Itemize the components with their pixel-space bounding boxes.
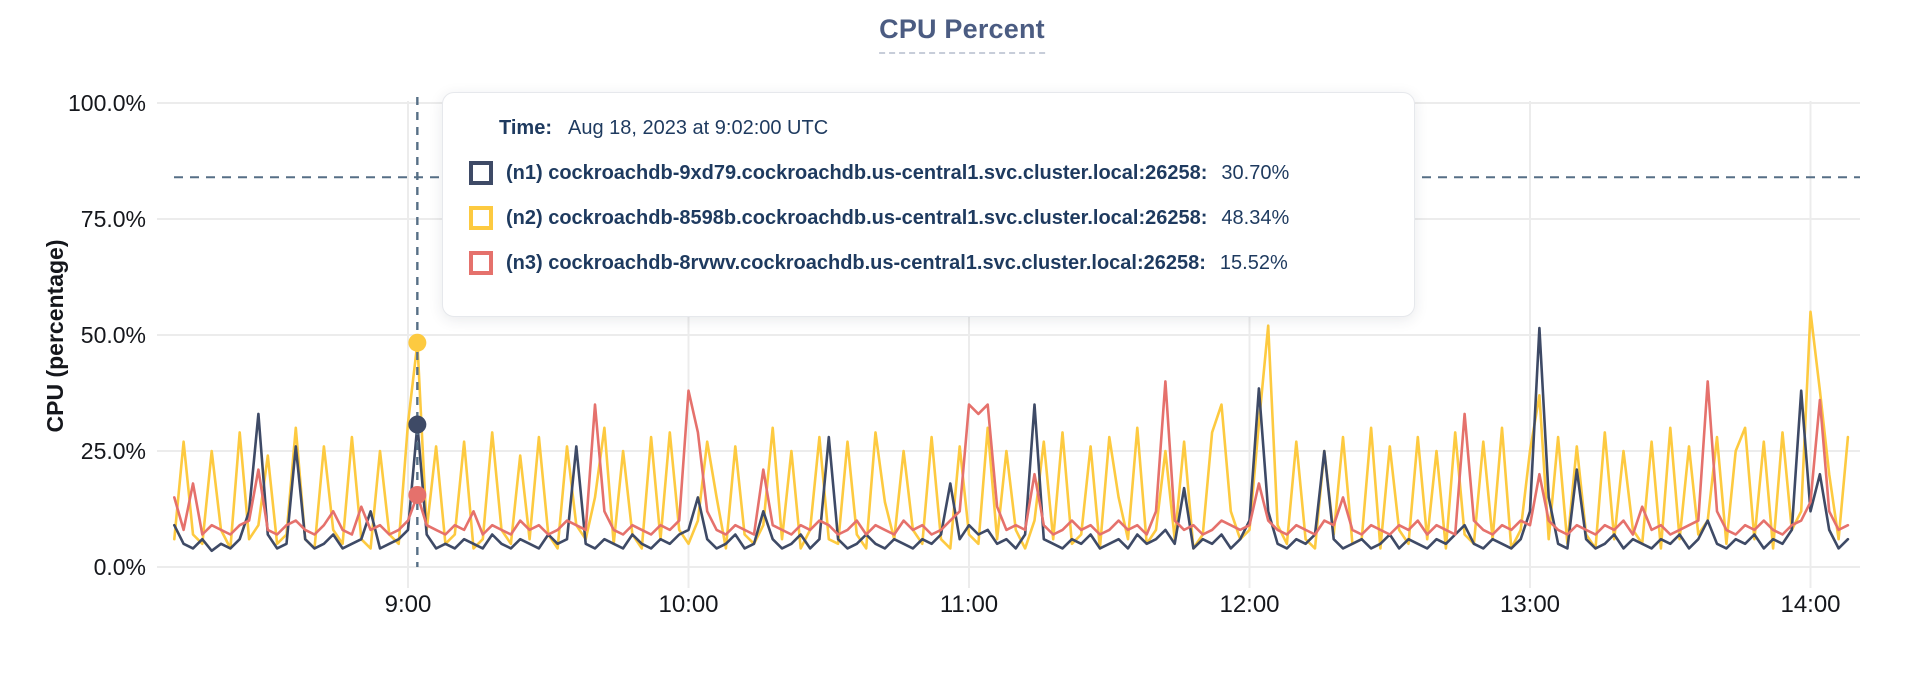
y-axis-title: CPU (percentage): [42, 240, 68, 433]
legend-label-n3: (n3) cockroachdb-8rvwv.cockroachdb.us-ce…: [506, 251, 1206, 274]
series-n1-swatch-icon: [469, 161, 493, 185]
legend-row-n2: (n2) cockroachdb-8598b.cockroachdb.us-ce…: [469, 203, 1390, 233]
x-tick-label: 13:00: [1500, 591, 1560, 618]
x-tick-label: 14:00: [1780, 591, 1840, 618]
legend-label-n2: (n2) cockroachdb-8598b.cockroachdb.us-ce…: [506, 206, 1208, 229]
hover-dot-n3: [408, 485, 427, 504]
legend-value-n2: 48.34%: [1221, 206, 1290, 229]
series-line-n3: [173, 380, 1850, 536]
tooltip-time-row: Time: Aug 18, 2023 at 9:02:00 UTC: [499, 117, 1390, 140]
x-tick-label: 12:00: [1219, 591, 1279, 618]
series-line-n1: [173, 326, 1850, 553]
tooltip-time-label: Time:: [499, 117, 552, 139]
hover-dot-n2: [408, 333, 427, 352]
x-tick-label: 11:00: [940, 591, 998, 618]
x-tick-label: 10:00: [658, 591, 718, 618]
x-tick-label: 9:00: [385, 591, 432, 618]
y-tick-label: 0.0%: [94, 554, 146, 580]
chart-title: CPU Percent: [879, 14, 1045, 54]
y-tick-label: 75.0%: [81, 206, 146, 232]
y-tick-label: 50.0%: [81, 322, 146, 348]
y-tick-label: 25.0%: [81, 438, 146, 464]
legend-row-n1: (n1) cockroachdb-9xd79.cockroachdb.us-ce…: [469, 158, 1390, 188]
legend-label-n1: (n1) cockroachdb-9xd79.cockroachdb.us-ce…: [506, 161, 1208, 184]
tooltip-time-value: Aug 18, 2023 at 9:02:00 UTC: [567, 117, 829, 139]
hover-dot-n1: [408, 415, 427, 434]
chart-hover-tooltip: Time: Aug 18, 2023 at 9:02:00 UTC (n1) c…: [442, 92, 1415, 317]
legend-value-n3: 15.52%: [1219, 251, 1288, 274]
legend-value-n1: 30.70%: [1221, 161, 1290, 184]
series-n2-swatch-icon: [469, 206, 493, 230]
series-n3-swatch-icon: [469, 251, 493, 275]
y-tick-label: 100.0%: [68, 90, 146, 116]
legend-row-n3: (n3) cockroachdb-8rvwv.cockroachdb.us-ce…: [469, 248, 1390, 278]
